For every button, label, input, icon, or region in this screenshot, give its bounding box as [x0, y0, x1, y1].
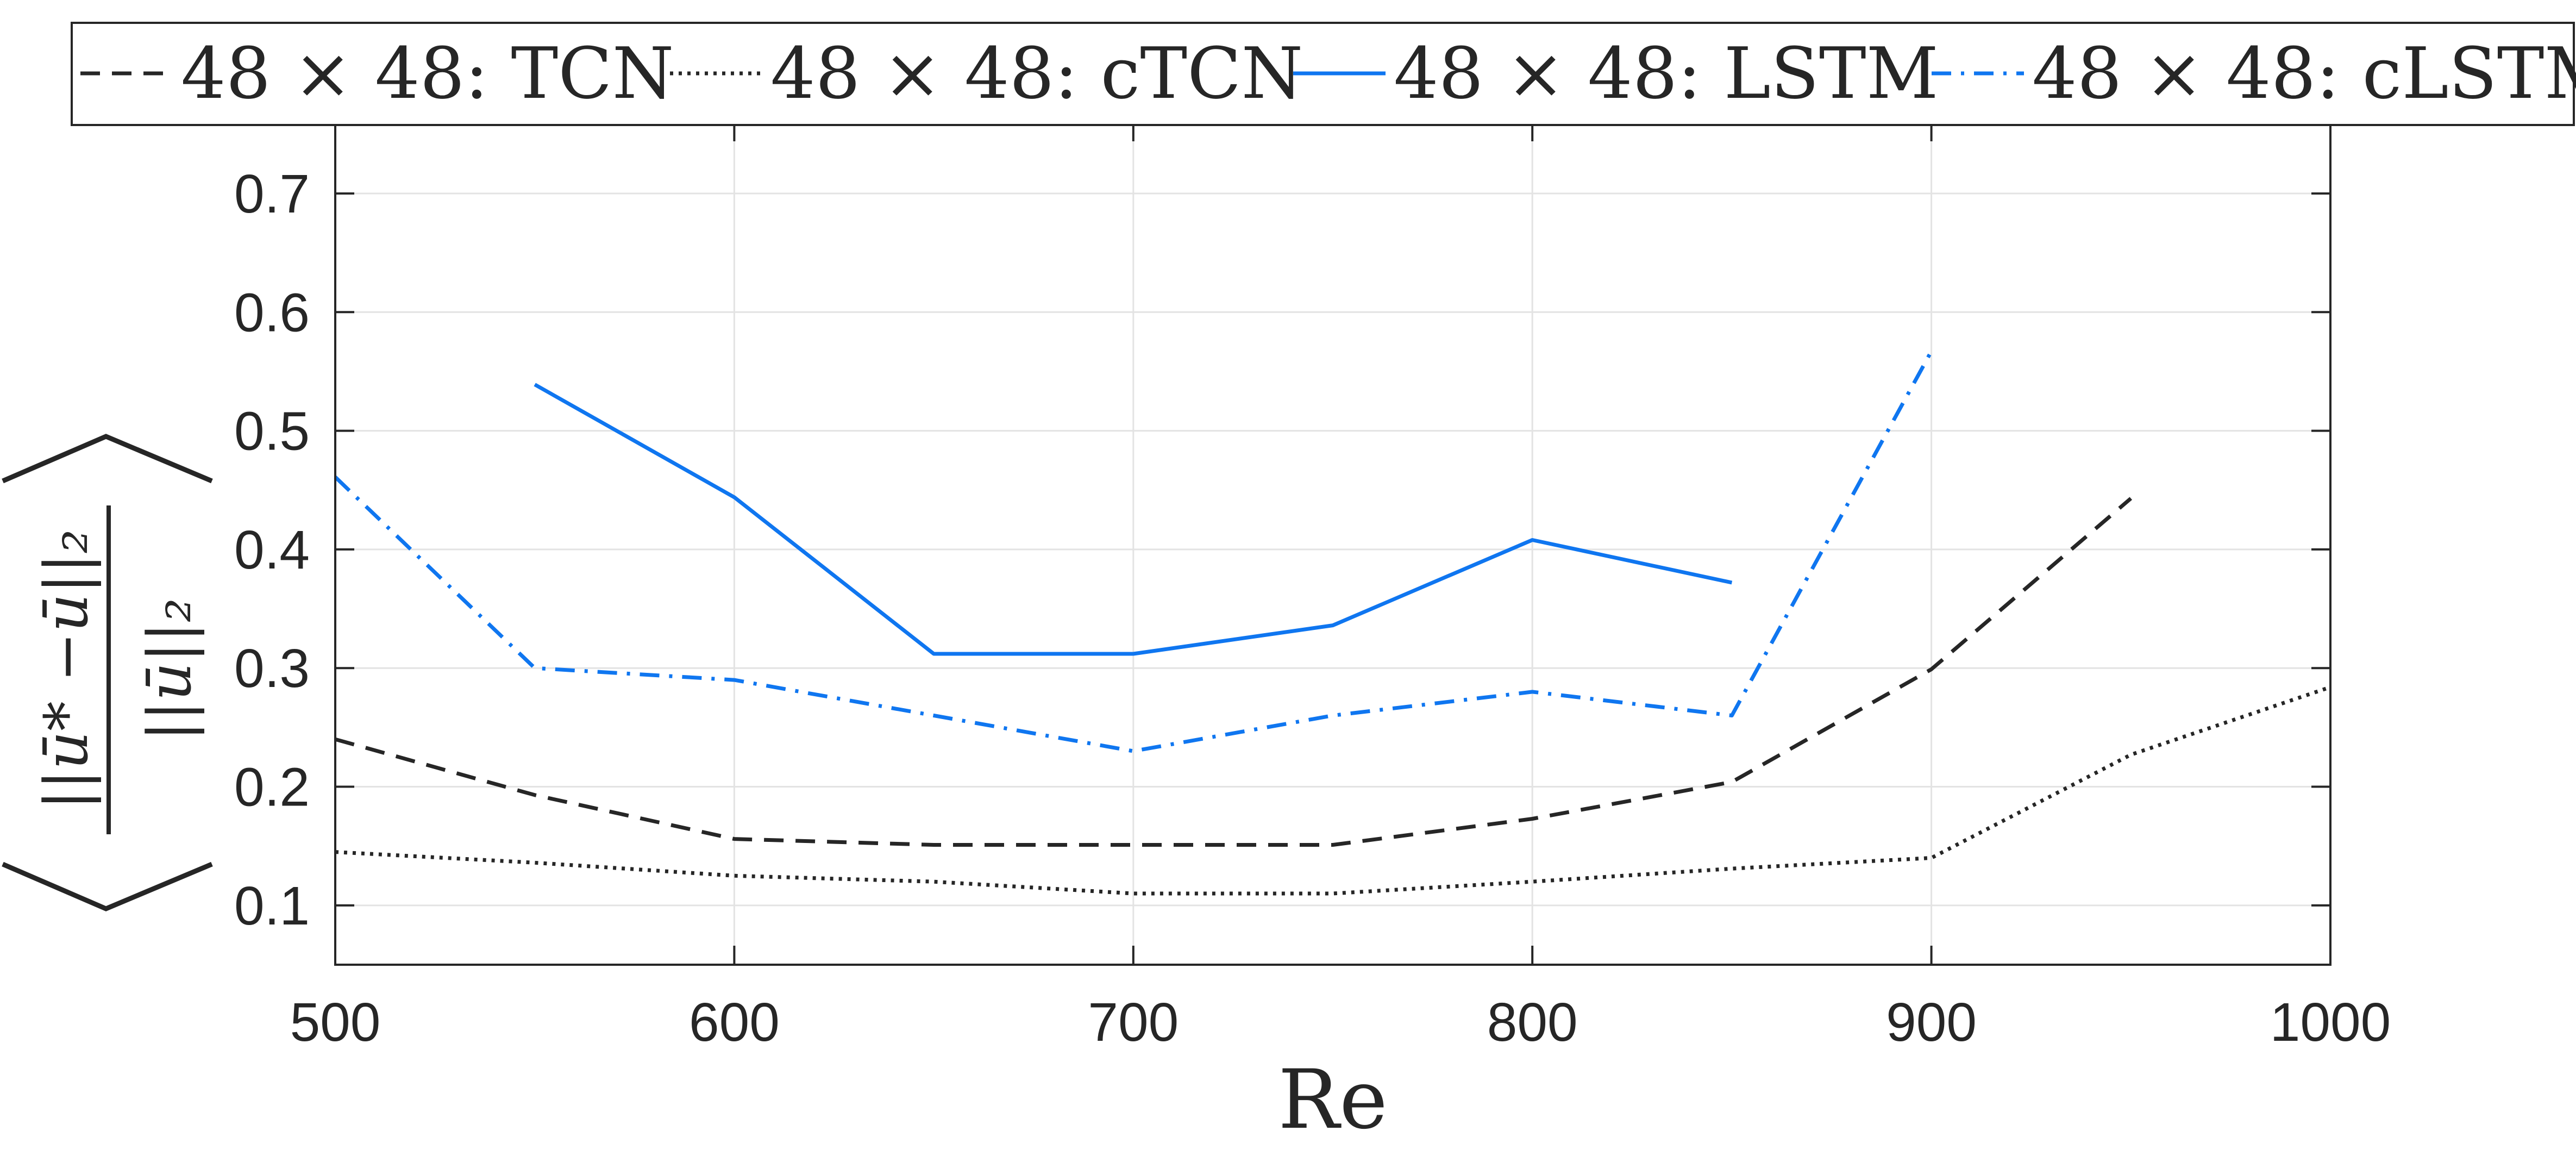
legend: 48 × 48: TCN 48 × 48: cTCN 48 × 48: LSTM 48…: [71, 22, 2576, 126]
ticks: 500 600 700 800 900 1000 0.1 0.2 0.3 0.4 0.5 0.6 0.7: [234, 122, 2391, 1053]
y-axis-label: ||ū* −ū||₂ ||ū||₂: [2, 434, 213, 911]
y-tick-label: 0.6: [234, 282, 310, 343]
y-tick-label: 0.3: [234, 638, 310, 699]
y-tick-label: 0.7: [234, 164, 310, 224]
y-tick-label: 0.1: [234, 876, 310, 936]
x-tick-label: 800: [1487, 992, 1578, 1053]
x-tick-label: 600: [689, 992, 780, 1053]
axes-box: [334, 121, 2331, 966]
x-axis-title: Re: [1278, 1053, 1388, 1147]
grid: [334, 122, 2331, 965]
legend-label-4: 48 × 48: cLSTM: [2032, 32, 2576, 115]
x-tick-label: 700: [1088, 992, 1179, 1053]
y-axis-denominator: ||ū||₂: [135, 598, 204, 741]
x-tick-label: 900: [1886, 992, 1977, 1053]
series-line-3: [534, 383, 1733, 656]
series-line-1: [335, 497, 2133, 847]
y-tick-label: 0.2: [234, 757, 310, 818]
y-tick-label: 0.5: [234, 401, 310, 462]
legend-label-1: 48 × 48: TCN: [181, 32, 674, 115]
x-tick-label: 1000: [2270, 992, 2391, 1053]
y-axis-numerator: ||ū* −ū||₂: [32, 529, 101, 810]
legend-label-3: 48 × 48: LSTM: [1394, 32, 1939, 115]
series-line-2: [335, 685, 2331, 896]
legend-label-2: 48 × 48: cTCN: [770, 32, 1303, 115]
x-tick-label: 500: [290, 992, 381, 1053]
series-line-4: [334, 350, 1933, 753]
y-tick-label: 0.4: [234, 520, 310, 580]
series-layer: [334, 350, 2331, 896]
left-angle-bracket: [2, 434, 213, 911]
